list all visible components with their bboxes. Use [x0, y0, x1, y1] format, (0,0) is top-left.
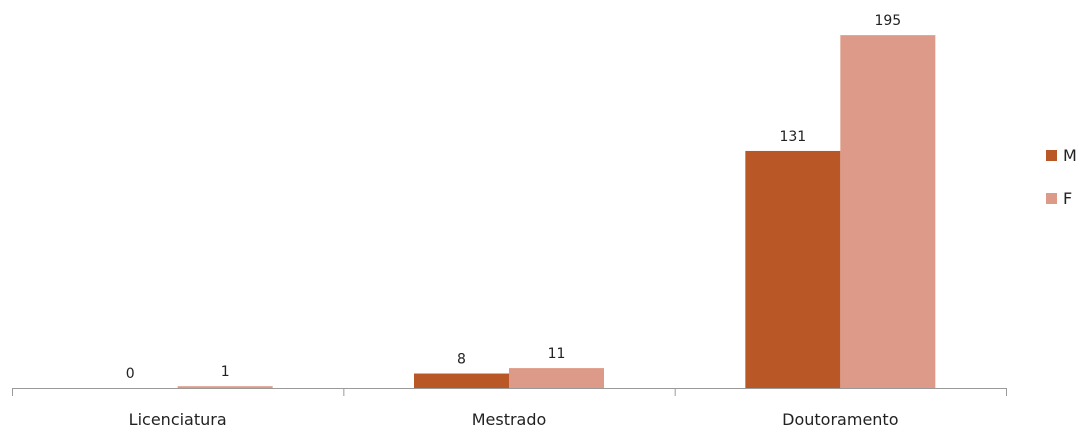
- bar-M-mestrado: [414, 373, 509, 388]
- data-label-M-mestrado: 8: [457, 352, 466, 368]
- category-label-doutoramento: Doutoramento: [782, 410, 898, 429]
- data-labels-group: 0 1 8 11 131 195: [126, 13, 901, 382]
- legend-label-M: M: [1063, 146, 1077, 165]
- bar-F-licenciatura: [177, 386, 273, 388]
- data-label-F-mestrado: 11: [548, 346, 566, 362]
- bars-group: [177, 35, 936, 389]
- bar-F-doutoramento: [840, 35, 936, 389]
- legend-swatch-F: [1046, 193, 1057, 204]
- category-label-mestrado: Mestrado: [472, 410, 547, 429]
- category-label-licenciatura: Licenciatura: [129, 410, 227, 429]
- data-label-F-doutoramento: 195: [874, 13, 901, 29]
- data-label-F-licenciatura: 1: [221, 364, 230, 380]
- legend-label-F: F: [1063, 189, 1072, 208]
- legend: MF: [1046, 146, 1077, 208]
- bar-M-doutoramento: [745, 150, 841, 388]
- data-label-M-doutoramento: 131: [779, 129, 806, 145]
- category-labels-group: Licenciatura Mestrado Doutoramento: [129, 410, 899, 429]
- x-axis: [12, 388, 1007, 396]
- data-label-M-licenciatura: 0: [126, 366, 135, 382]
- bar-F-mestrado: [509, 368, 604, 388]
- legend-swatch-M: [1046, 150, 1057, 161]
